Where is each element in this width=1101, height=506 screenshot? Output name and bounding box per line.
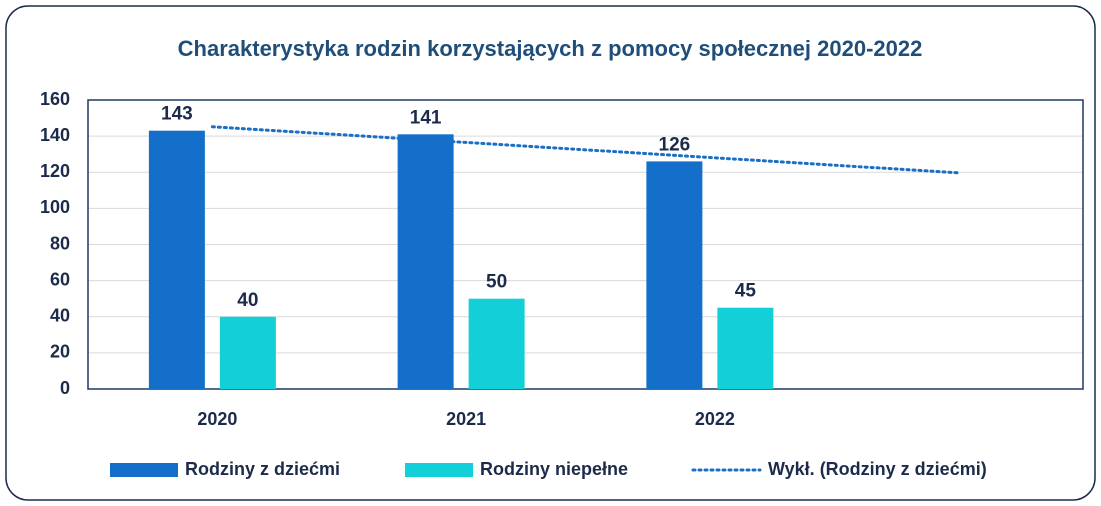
data-label: 45 <box>735 281 757 302</box>
legend-label: Rodziny niepełne <box>480 459 628 479</box>
y-tick-label: 20 <box>50 342 70 362</box>
y-tick-label: 40 <box>50 306 70 326</box>
trend-line <box>210 125 961 175</box>
legend-label: Wykł. (Rodziny z dziećmi) <box>768 459 987 479</box>
bar <box>148 130 205 390</box>
data-label: 143 <box>161 104 193 125</box>
data-label: 141 <box>410 107 442 128</box>
legend-label: Rodziny z dziećmi <box>185 459 340 479</box>
x-tick-label: 2021 <box>446 409 486 429</box>
chart-title: Charakterystyka rodzin korzystających z … <box>178 36 923 61</box>
legend-swatch <box>110 463 178 477</box>
plot-border <box>87 99 1084 390</box>
data-label: 126 <box>659 134 691 155</box>
bar <box>646 161 703 389</box>
y-tick-label: 100 <box>40 197 70 217</box>
x-tick-label: 2022 <box>695 409 735 429</box>
y-tick-label: 80 <box>50 233 70 253</box>
y-tick-label: 140 <box>40 125 70 145</box>
y-tick-label: 160 <box>40 89 70 109</box>
bar <box>219 316 276 389</box>
bar <box>717 307 774 389</box>
bar <box>397 134 454 389</box>
data-label: 50 <box>486 272 507 293</box>
x-tick-label: 2020 <box>197 409 237 429</box>
y-tick-label: 60 <box>50 269 70 289</box>
y-tick-label: 0 <box>60 378 70 398</box>
data-label: 40 <box>237 290 258 311</box>
y-tick-label: 120 <box>40 161 70 181</box>
bar <box>468 298 525 389</box>
legend-swatch <box>405 463 473 477</box>
